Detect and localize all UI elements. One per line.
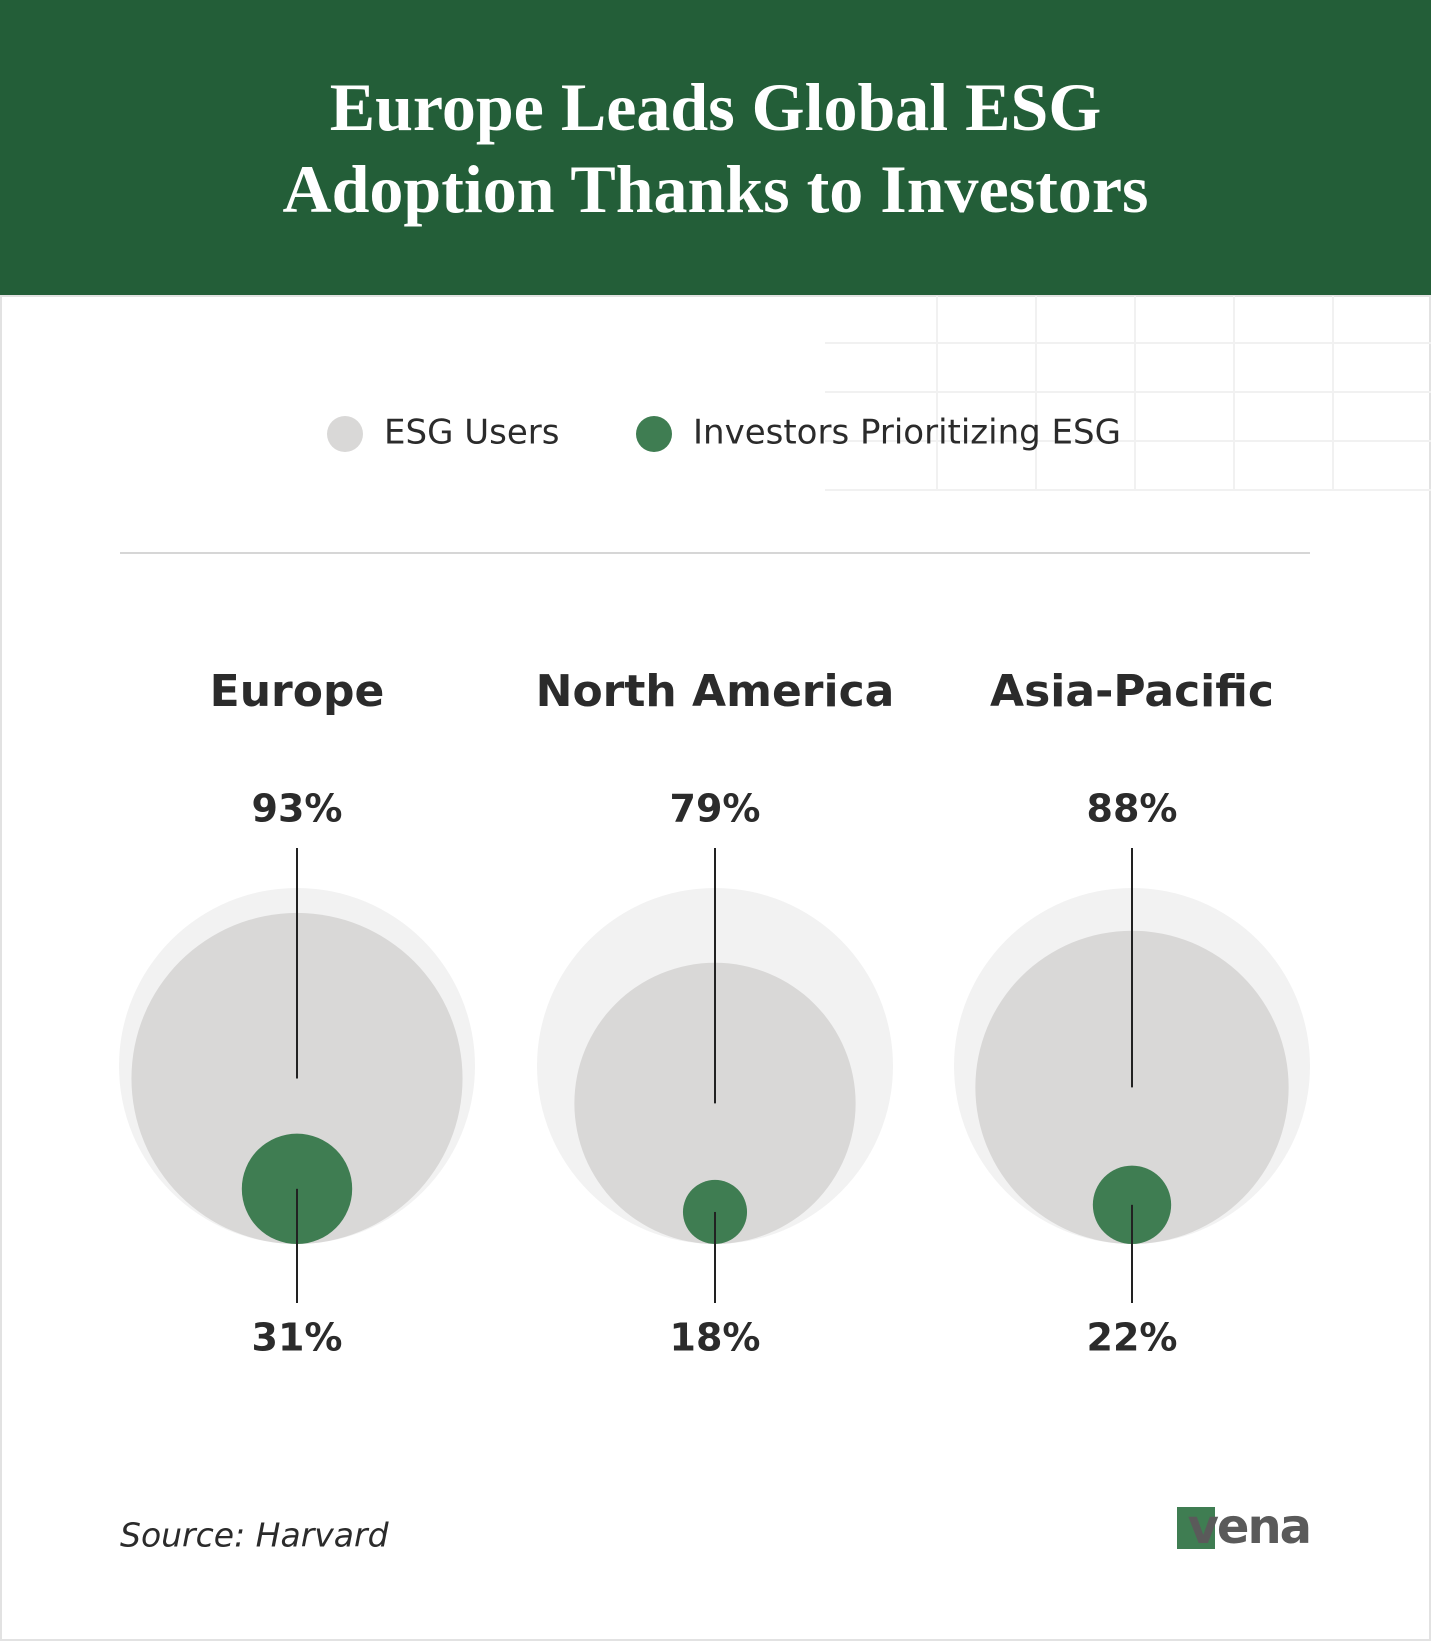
chart-title: Europe Leads Global ESG Adoption Thanks …	[282, 69, 1149, 227]
bubble-backdrop	[119, 888, 475, 1244]
bubble-backdrop	[954, 888, 1310, 1244]
category-label: North America	[536, 666, 895, 717]
source: Source: Harvard	[120, 1516, 390, 1555]
frame	[0, 295, 1431, 1641]
bubble	[241, 1133, 353, 1244]
bubble	[131, 912, 463, 1244]
value-label: 31%	[252, 1316, 343, 1360]
value-label: 79%	[670, 787, 761, 831]
legend-swatch	[636, 416, 672, 452]
bubble	[975, 930, 1289, 1244]
legend-label: Investors Prioritizing ESG	[693, 413, 1121, 453]
bubble	[1092, 1165, 1172, 1244]
value-label: 88%	[1087, 787, 1178, 831]
logo-mark	[1177, 1507, 1215, 1549]
bubble-backdrop	[537, 888, 893, 1244]
decor-grid	[825, 296, 1431, 491]
value-label: 22%	[1087, 1316, 1178, 1360]
bubble	[682, 1179, 748, 1244]
category-label: Asia-Pacific	[990, 666, 1274, 717]
logo: vena	[1188, 1499, 1310, 1555]
value-label: 18%	[670, 1316, 761, 1360]
header: Europe Leads Global ESG Adoption Thanks …	[0, 0, 1431, 296]
value-label: 93%	[252, 787, 343, 831]
legend-swatch	[327, 416, 363, 452]
legend-label: ESG Users	[384, 413, 559, 453]
bubble	[574, 962, 856, 1244]
category-label: Europe	[210, 666, 385, 717]
